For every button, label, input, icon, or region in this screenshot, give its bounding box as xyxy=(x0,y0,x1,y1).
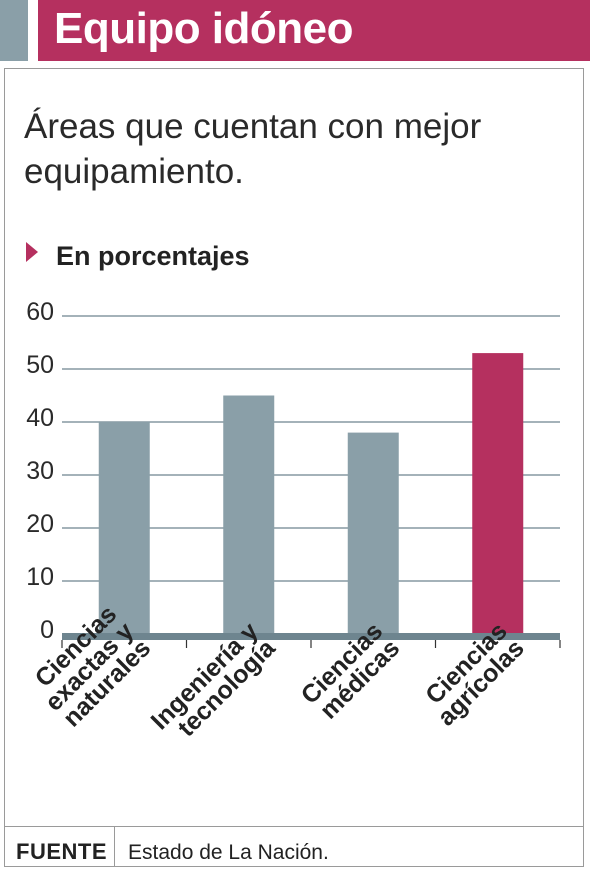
triangle-marker-icon xyxy=(26,242,38,262)
footer-divider xyxy=(114,826,115,867)
header-bar xyxy=(38,0,590,61)
source-text: Estado de La Nación. xyxy=(128,841,329,864)
chart-frame xyxy=(4,68,584,867)
y-tick-label: 20 xyxy=(26,510,54,538)
bar xyxy=(472,353,524,634)
units-label: En porcentajes xyxy=(56,241,250,271)
y-tick-label: 50 xyxy=(26,351,54,379)
y-tick-label: 60 xyxy=(26,298,54,326)
y-tick-label: 40 xyxy=(26,404,54,432)
bar xyxy=(223,395,275,634)
header-accent-block xyxy=(0,0,28,61)
y-tick-label: 0 xyxy=(40,616,54,644)
x-axis-baseline xyxy=(62,633,560,640)
chart-title: Equipo idóneo xyxy=(54,4,354,53)
bar xyxy=(347,432,399,634)
chart-subtitle: Áreas que cuentan con mejor equipamiento… xyxy=(24,107,482,191)
y-tick-label: 10 xyxy=(26,563,54,591)
source-label: FUENTE xyxy=(16,839,107,864)
y-tick-label: 30 xyxy=(26,457,54,485)
footer-separator xyxy=(4,826,584,827)
bar xyxy=(98,422,150,634)
